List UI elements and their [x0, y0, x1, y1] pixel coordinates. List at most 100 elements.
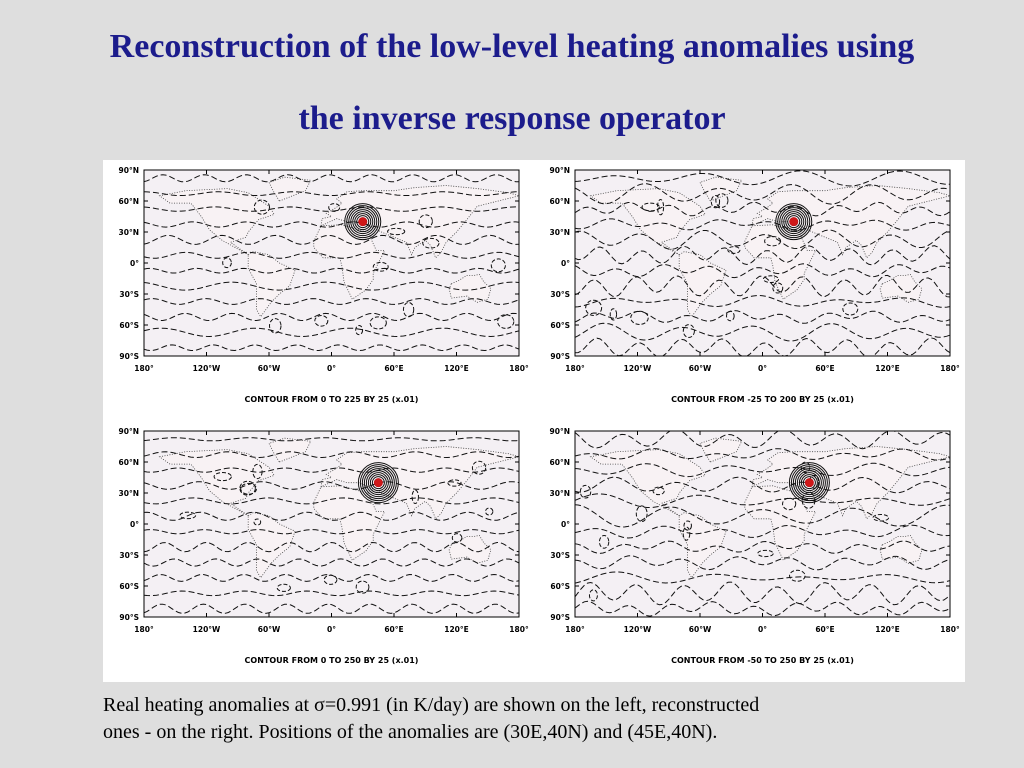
contour-line — [144, 529, 519, 535]
anomaly-contour — [348, 207, 378, 237]
anomaly-contour — [350, 209, 376, 235]
contour-loop — [682, 324, 695, 338]
contour-line — [575, 183, 950, 205]
lat-tick-label: 90°S — [550, 352, 570, 361]
anomaly-contour — [783, 211, 805, 233]
contour-interval-label: CONTOUR FROM -50 TO 250 BY 25 (x.01) — [671, 656, 854, 665]
contour-line — [575, 201, 950, 217]
contour-loop — [485, 507, 494, 516]
anomaly-center — [789, 217, 798, 226]
anomaly-contour — [777, 205, 811, 239]
contour-loop — [683, 520, 692, 531]
contour-line — [575, 431, 950, 450]
contour-line — [144, 511, 519, 521]
slide-title-line2: the inverse response operator — [298, 100, 726, 137]
lon-tick-label: 120°W — [193, 625, 221, 634]
lon-tick-label: 60°W — [689, 364, 712, 373]
contour-loop — [422, 237, 440, 249]
contour-loop — [179, 511, 197, 520]
contour-line — [144, 234, 519, 245]
coastline — [744, 485, 817, 561]
lon-tick-label: 180° — [940, 364, 960, 373]
lat-tick-label: 30°N — [119, 228, 139, 237]
contour-loop — [588, 589, 598, 602]
contour-loop — [585, 299, 603, 316]
map-plot: 90°N 60°N 30°N 0° 30°S 60°S 90°S 180° 120°W 60°W 0… — [119, 166, 529, 404]
contour-loop — [240, 482, 257, 495]
coastline — [589, 449, 706, 517]
contour-loop — [598, 535, 610, 549]
contour-loop — [764, 235, 782, 247]
contour-loop — [372, 261, 389, 272]
lon-tick-label: 180° — [940, 625, 960, 634]
anomaly-contour — [361, 466, 395, 500]
anomaly-contour — [781, 209, 807, 235]
lat-tick-label: 90°S — [119, 352, 139, 361]
contour-line — [575, 245, 950, 266]
lon-tick-label: 180° — [509, 625, 529, 634]
lon-tick-label: 0° — [758, 625, 767, 634]
anomaly-contour — [359, 464, 397, 502]
anomaly-contour — [346, 205, 380, 239]
lat-tick-label: 90°S — [119, 613, 139, 622]
contour-line — [575, 524, 950, 539]
anomaly-contour — [365, 470, 391, 496]
contour-loop — [772, 282, 784, 294]
contour-loop — [355, 580, 370, 594]
lon-tick-label: 60°E — [815, 625, 834, 634]
anomaly-contour — [788, 462, 830, 504]
contour-line — [144, 251, 519, 259]
contour-line — [144, 174, 519, 183]
lat-tick-label: 30°N — [119, 489, 139, 498]
contour-loop — [369, 316, 387, 330]
lat-tick-label: 30°N — [550, 228, 570, 237]
lat-tick-label: 90°N — [550, 166, 570, 175]
lat-tick-label: 60°S — [550, 321, 570, 330]
anomaly-contour — [792, 466, 826, 500]
contour-loop — [314, 315, 329, 327]
contour-loop — [252, 463, 263, 480]
lon-tick-label: 60°E — [815, 364, 834, 373]
lon-tick-label: 120°E — [875, 625, 900, 634]
contour-loop — [808, 474, 820, 489]
lat-tick-label: 60°N — [119, 458, 139, 467]
contour-loop — [387, 227, 406, 236]
lat-tick-label: 60°S — [550, 582, 570, 591]
contour-line — [575, 555, 950, 571]
contour-loop — [328, 203, 341, 212]
map-panel-real-30e: 90°N 60°N 30°N 0° 30°S 60°S 90°S 180° 120°W 60°W 0… — [103, 160, 534, 421]
contour-loop — [842, 302, 859, 316]
contour-interval-label: CONTOUR FROM -25 TO 200 BY 25 (x.01) — [671, 395, 854, 404]
caption-line2: ones - on the right. Positions of the an… — [103, 721, 718, 743]
coastline — [589, 188, 706, 256]
contour-line — [575, 600, 950, 617]
contour-line — [575, 581, 950, 606]
contour-loop — [726, 310, 735, 322]
contour-loop — [757, 549, 774, 558]
map-plot: 90°N 60°N 30°N 0° 30°S 60°S 90°S 180° 120°W 60°W 0… — [550, 166, 960, 404]
contour-loop — [402, 301, 415, 318]
anomaly-contour — [354, 213, 372, 231]
lat-tick-label: 0° — [561, 259, 570, 268]
contour-loop — [447, 479, 462, 487]
anomaly-contour — [371, 476, 385, 490]
lat-tick-label: 60°S — [119, 582, 139, 591]
contour-loop — [276, 583, 291, 592]
anomaly-contour — [344, 203, 382, 241]
contour-line — [144, 298, 519, 305]
coastline — [158, 188, 275, 256]
contour-line — [144, 481, 519, 490]
lon-tick-label: 120°W — [624, 364, 652, 373]
lat-tick-label: 90°S — [550, 613, 570, 622]
map-figure: 90°N 60°N 30°N 0° 30°S 60°S 90°S 180° 120°W 60°W 0… — [103, 160, 965, 682]
contour-line — [575, 540, 950, 554]
lon-tick-label: 0° — [327, 625, 336, 634]
anomaly-contour — [800, 474, 818, 492]
anomaly-contour — [787, 215, 801, 229]
contour-interval-label: CONTOUR FROM 0 TO 250 BY 25 (x.01) — [245, 656, 419, 665]
contour-loop — [355, 325, 364, 336]
lon-tick-label: 120°E — [444, 625, 469, 634]
lat-tick-label: 60°N — [550, 458, 570, 467]
contour-line — [144, 281, 519, 291]
contour-line — [575, 337, 950, 356]
